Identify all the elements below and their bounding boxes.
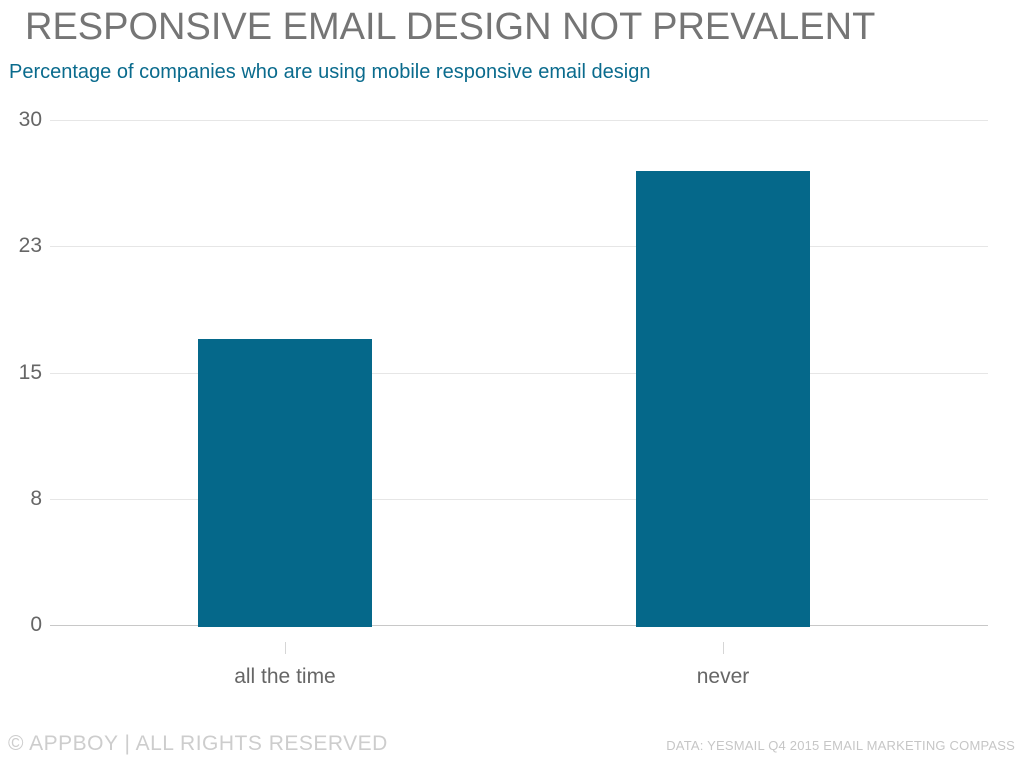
x-axis-tick: [723, 642, 724, 654]
y-axis-tick-label: 30: [18, 108, 42, 131]
gridline: [50, 120, 988, 121]
y-axis-tick-label: 23: [18, 234, 42, 258]
footer-source: DATA: YESMAIL Q4 2015 EMAIL MARKETING CO…: [666, 738, 1015, 753]
x-axis-category-label: never: [696, 665, 750, 688]
gridline: [50, 372, 988, 374]
y-axis-tick-label: 8: [30, 486, 42, 510]
y-axis-tick-label: 15: [18, 360, 42, 384]
x-axis-line: [50, 625, 988, 626]
gridline: [50, 246, 988, 248]
gridline: [50, 498, 988, 500]
bar-never: [636, 170, 810, 627]
footer: © APPBOY | ALL RIGHTS RESERVED DATA: YES…: [8, 732, 1015, 756]
plot-area: all the time never: [50, 120, 988, 688]
y-axis-labels: 0 8 15 23 30: [0, 108, 42, 636]
y-axis-tick-label: 0: [30, 613, 42, 636]
x-axis-category-label: all the time: [234, 665, 336, 688]
footer-copyright: © APPBOY | ALL RIGHTS RESERVED: [8, 732, 388, 755]
chart-subtitle: Percentage of companies who are using mo…: [9, 61, 651, 83]
x-axis-tick: [284, 642, 286, 654]
bar-all-the-time: [197, 338, 372, 627]
chart-title: RESPONSIVE EMAIL DESIGN NOT PREVALENT: [25, 6, 876, 48]
